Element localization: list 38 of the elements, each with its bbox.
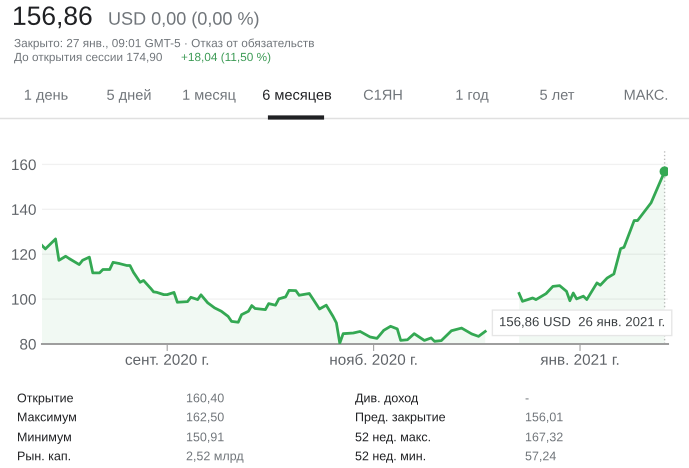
text: 167,32 — [526, 432, 563, 443]
text: USD 0,00 (0,00 %) — [109, 12, 258, 28]
text: 1 год — [456, 90, 488, 103]
text: +18,04 (11,50 %) — [182, 52, 270, 64]
text: 1 месяц — [183, 90, 236, 103]
text: 156,86 — [14, 6, 92, 28]
x-tick-label: нояб. 2020 г. — [330, 354, 417, 365]
text: До открытия сессии 174,90 — [14, 52, 162, 64]
text: Пред. закрытие — [356, 412, 446, 424]
text: 150,91 — [186, 432, 224, 443]
text: 5 лет — [540, 90, 574, 100]
text: 52 нед. макс. — [356, 432, 430, 444]
text: 156,01 — [526, 412, 563, 423]
y-tick-label: 160 — [12, 159, 36, 170]
text: С1ЯН — [364, 90, 402, 100]
text: Максимум — [18, 412, 76, 424]
text: 57,24 — [526, 452, 556, 462]
annotation: 156,86 USD 26 янв. 2021 г. — [500, 316, 664, 328]
text: 5 дней — [107, 89, 150, 103]
text: 160,40 — [186, 394, 224, 404]
text: Рын. кап. — [18, 452, 70, 460]
text: 6 месяцев — [262, 90, 332, 103]
text: 1 день — [24, 90, 68, 103]
text: МАКС. — [624, 90, 668, 100]
text: Див. доход — [355, 394, 418, 405]
x-tick-label: сент. 2020 г. — [126, 354, 208, 365]
text: 52 нед. мин. — [356, 452, 425, 463]
text: Закрыто: 27 янв., 09:01 GMT-5 · Отказ от обязательств — [14, 38, 314, 50]
text: Минимум — [18, 432, 71, 444]
x-tick-label: янв. 2021 г. — [540, 354, 618, 365]
text: 2,52 млрд — [186, 452, 244, 463]
text: 162,50 — [186, 412, 224, 423]
y-tick-label: 140 — [12, 204, 36, 216]
y-tick-label: 100 — [12, 294, 36, 305]
text: - — [526, 398, 529, 400]
y-tick-label: 80 — [20, 338, 36, 350]
text: Открытие — [18, 394, 73, 405]
y-tick-label: 120 — [12, 249, 36, 260]
